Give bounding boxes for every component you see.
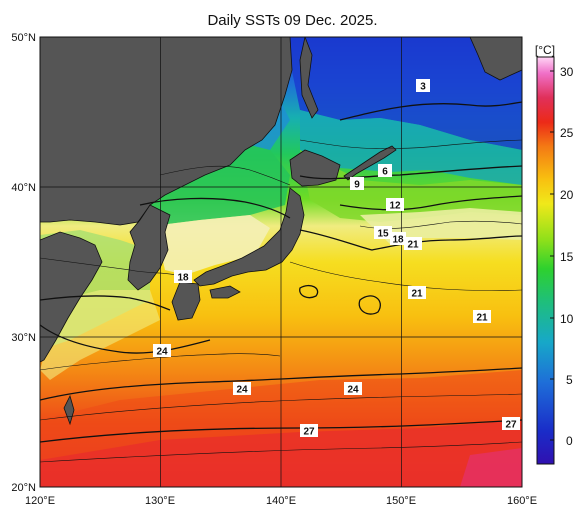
isotherm-label: 18 (390, 232, 406, 246)
isotherm-label: 21 (404, 237, 422, 251)
isotherm-label: 21 (473, 310, 491, 324)
colorbar-tick-label: 30 (560, 65, 574, 79)
colorbar-tick-label: 25 (560, 126, 574, 140)
isotherm-label: 15 (374, 226, 392, 240)
shikoku (209, 285, 241, 299)
isotherm-label: 9 (350, 177, 364, 191)
lat-label: 20°N (11, 482, 36, 494)
colorbar-tick-label: 5 (566, 373, 573, 387)
lat-label: 30°N (11, 332, 36, 344)
honshu (193, 187, 305, 287)
isotherm-label: 27 (502, 417, 520, 431)
lon-label: 160°E (507, 495, 537, 507)
svg-text:27: 27 (303, 427, 315, 438)
svg-text:3: 3 (420, 82, 426, 93)
isotherm-label: 6 (378, 164, 392, 178)
lon-label: 150°E (386, 495, 416, 507)
lon-label: 120°E (25, 495, 55, 507)
svg-text:24: 24 (347, 385, 359, 396)
colorbar-ticks (550, 70, 554, 441)
svg-text:21: 21 (411, 289, 423, 300)
isotherm-label: 18 (174, 270, 192, 284)
colorbar-tick-label: 10 (560, 312, 574, 326)
svg-text:6: 6 (382, 167, 388, 178)
svg-text:24: 24 (156, 347, 168, 358)
lon-label: 130°E (145, 495, 175, 507)
colorbar (536, 56, 555, 465)
svg-text:27: 27 (505, 420, 517, 431)
isotherm-contours (40, 101, 522, 463)
graticule (40, 37, 522, 487)
colorbar-tick-label: 0 (566, 434, 573, 448)
svg-text:18: 18 (177, 273, 189, 284)
isotherm-label: 3 (416, 79, 430, 93)
kamchatka-edge (469, 37, 522, 81)
svg-text:24: 24 (236, 385, 248, 396)
colorbar-tick-label: 15 (560, 250, 574, 264)
map-title: Daily SSTs 09 Dec. 2025. (207, 12, 378, 29)
svg-text:12: 12 (389, 201, 401, 212)
korean-peninsula (127, 204, 171, 291)
isotherm-label: 12 (386, 198, 404, 212)
svg-text:18: 18 (392, 235, 404, 246)
svg-text:9: 9 (354, 180, 360, 191)
lat-label: 40°N (11, 182, 36, 194)
svg-text:21: 21 (407, 240, 419, 251)
colorbar-unit: [°C] (535, 43, 555, 57)
sakhalin (299, 37, 319, 119)
colorbar-tick-label: 20 (560, 188, 574, 202)
kyushu (171, 281, 201, 321)
isotherm-label: 24 (233, 382, 251, 396)
taiwan (63, 394, 75, 426)
lon-label: 140°E (266, 495, 296, 507)
isotherm-label: 24 (153, 344, 171, 358)
svg-text:15: 15 (377, 229, 389, 240)
isotherm-labels: 3 6 9 12 15 18 21 18 21 21 24 24 24 27 2… (153, 79, 520, 438)
isotherm-label: 27 (300, 424, 318, 438)
svg-text:21: 21 (476, 313, 488, 324)
kuril-islands (343, 145, 397, 181)
lat-label: 50°N (11, 32, 36, 44)
isotherm-label: 24 (344, 382, 362, 396)
isotherm-label: 21 (408, 286, 426, 300)
asian-continent (40, 37, 293, 226)
